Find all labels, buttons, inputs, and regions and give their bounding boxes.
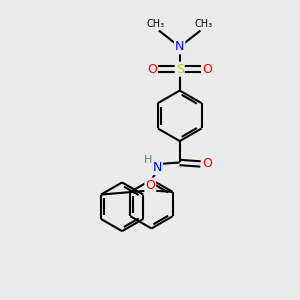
Text: CH₃: CH₃: [194, 19, 213, 29]
Text: O: O: [203, 63, 213, 76]
Text: O: O: [202, 158, 212, 170]
Text: N: N: [153, 161, 162, 174]
Text: N: N: [175, 40, 184, 53]
Text: O: O: [146, 178, 155, 192]
Text: H: H: [144, 155, 153, 165]
Text: CH₃: CH₃: [147, 19, 165, 29]
Text: S: S: [176, 63, 184, 76]
Text: O: O: [147, 63, 157, 76]
